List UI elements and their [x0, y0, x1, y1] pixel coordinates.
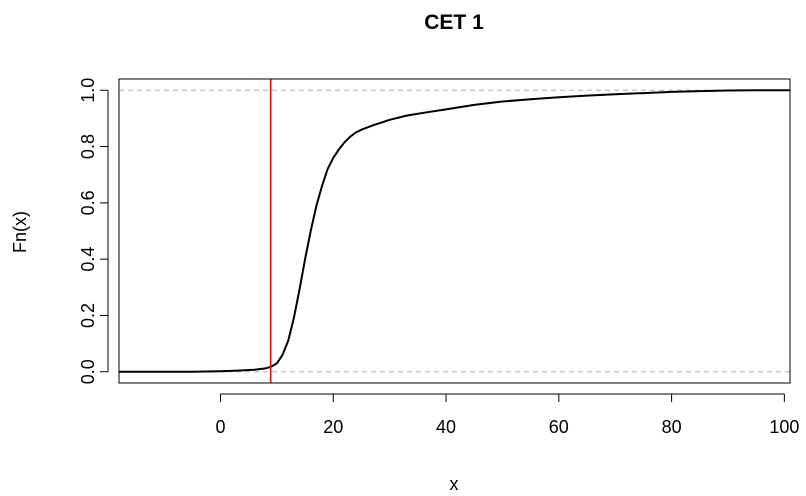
plot-frame	[118, 78, 791, 384]
ecdf-line-0	[119, 89, 790, 373]
x-tick-label-2: 40	[436, 417, 456, 437]
x-axis-label: x	[450, 474, 459, 494]
chart-title: CET 1	[424, 11, 484, 34]
x-tick-label-3: 60	[549, 417, 569, 437]
x-tick-label-5: 100	[769, 417, 799, 437]
x-tick-label-1: 20	[323, 417, 343, 437]
y-tick-label-2: 0.4	[78, 247, 98, 272]
y-tick-label-4: 0.8	[78, 134, 98, 159]
y-tick-label-3: 0.6	[78, 190, 98, 215]
y-axis-label: Fn(x)	[10, 211, 30, 253]
y-tick-label-5: 1.0	[78, 78, 98, 103]
y-tick-label-0: 0.0	[78, 359, 98, 384]
y-tick-label-1: 0.2	[78, 303, 98, 328]
x-tick-label-4: 80	[662, 417, 682, 437]
plot-area	[119, 79, 790, 383]
x-tick-label-0: 0	[215, 417, 225, 437]
